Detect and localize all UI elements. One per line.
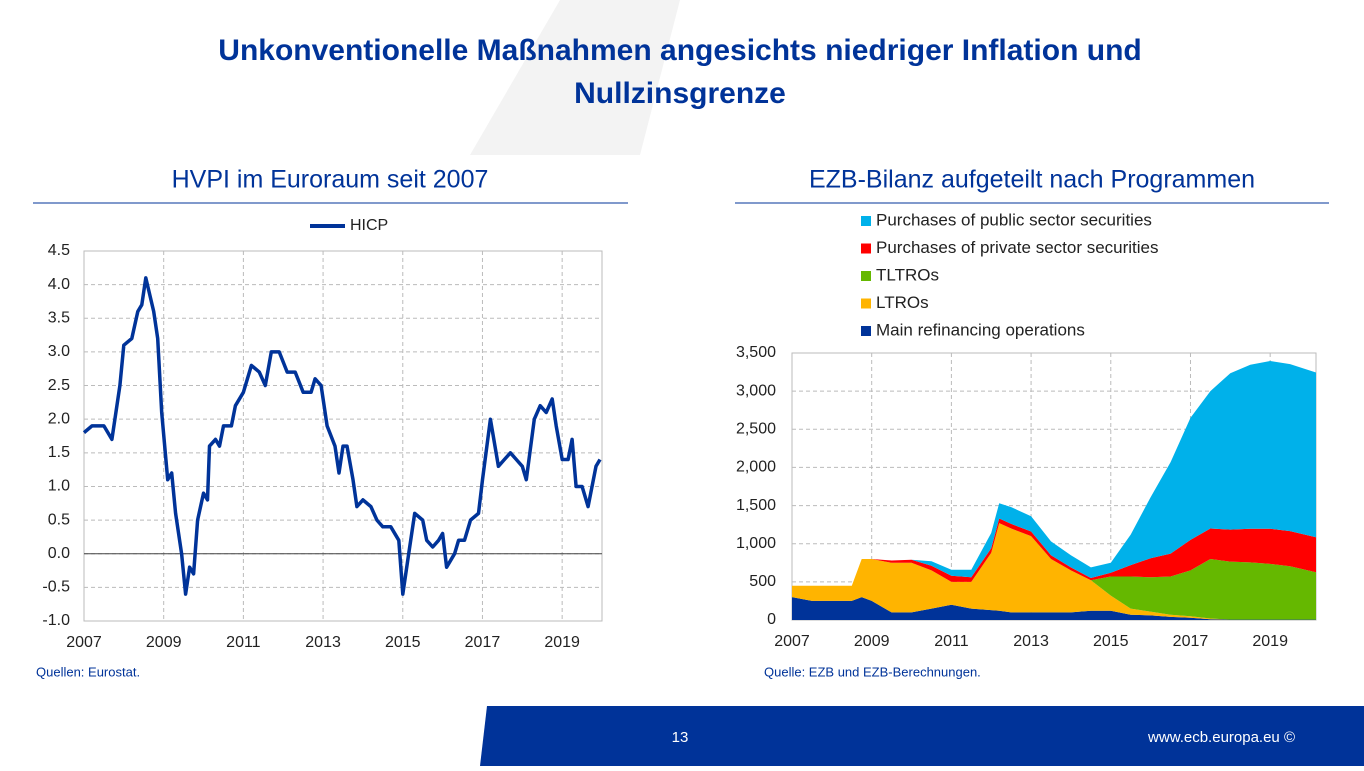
legend-swatch — [861, 298, 871, 309]
legend-swatch — [861, 216, 871, 226]
area — [792, 518, 1316, 586]
footer-band — [480, 706, 1364, 766]
chart-title: EZB-Bilanz aufgeteilt nach Programmen — [809, 166, 1255, 194]
x-tick-label: 2015 — [385, 634, 421, 651]
y-tick-label: 0.0 — [48, 545, 70, 562]
x-tick-label: 2013 — [1013, 633, 1049, 650]
x-tick-label: 2009 — [146, 634, 182, 651]
legend-label: TLTROs — [876, 265, 939, 284]
slide-title: Nullzinsgrenze — [574, 77, 786, 110]
y-tick-label: 1,000 — [736, 535, 776, 552]
y-tick-label: 2.5 — [48, 377, 70, 394]
y-tick-label: 3,500 — [736, 344, 776, 361]
x-tick-label: 2009 — [854, 633, 890, 650]
x-tick-label: 2007 — [66, 634, 102, 651]
footer-url: www.ecb.europa.eu © — [1147, 729, 1295, 746]
y-tick-label: 2.0 — [48, 410, 70, 427]
area — [792, 361, 1316, 586]
y-tick-label: 0.5 — [48, 511, 70, 528]
page-number: 13 — [672, 729, 689, 746]
legend-label: Purchases of public sector securities — [876, 210, 1152, 229]
y-tick-label: 500 — [749, 573, 776, 590]
legend-swatch — [861, 326, 871, 336]
legend-label: HICP — [350, 217, 388, 234]
data-line — [82, 276, 602, 596]
x-tick-label: 2019 — [544, 634, 580, 651]
area — [792, 523, 1316, 620]
legend-swatch — [861, 271, 871, 281]
legend-label: Main refinancing operations — [876, 320, 1085, 339]
x-tick-label: 2017 — [1173, 633, 1209, 650]
x-tick-label: 2017 — [465, 634, 501, 651]
y-tick-label: 3.5 — [48, 309, 70, 326]
chart-title: HVPI im Euroraum seit 2007 — [172, 166, 489, 194]
x-tick-label: 2011 — [934, 633, 969, 650]
x-tick-label: 2015 — [1093, 633, 1129, 650]
y-tick-label: 1.5 — [48, 444, 70, 461]
area — [792, 597, 1316, 620]
decoration — [470, 0, 680, 155]
legend-swatch — [861, 243, 871, 254]
y-tick-label: 3.0 — [48, 343, 70, 360]
legend-label: LTROs — [876, 293, 929, 312]
slide-title: Unkonventionelle Maßnahmen angesichts ni… — [218, 34, 1141, 67]
plot-area — [83, 250, 603, 622]
y-tick-label: 4.5 — [48, 242, 70, 259]
y-tick-label: 1.0 — [48, 478, 70, 495]
x-tick-label: 2007 — [774, 633, 810, 650]
legend-label: Purchases of private sector securities — [876, 238, 1159, 257]
y-tick-label: 0 — [767, 611, 776, 628]
area — [792, 523, 1316, 620]
y-tick-label: 1,500 — [736, 497, 776, 514]
y-tick-label: 3,000 — [736, 382, 776, 399]
y-tick-label: 4.0 — [48, 276, 70, 293]
x-tick-label: 2011 — [226, 634, 261, 651]
x-tick-label: 2013 — [305, 634, 341, 651]
y-tick-label: 2,000 — [736, 459, 776, 476]
source-note: Quelle: EZB und EZB-Berechnungen. — [764, 664, 981, 679]
y-tick-label: -0.5 — [42, 579, 70, 596]
source-note: Quellen: Eurostat. — [36, 664, 140, 679]
x-tick-label: 2019 — [1252, 633, 1288, 650]
y-tick-label: 2,500 — [736, 421, 776, 438]
y-tick-label: -1.0 — [42, 612, 70, 629]
